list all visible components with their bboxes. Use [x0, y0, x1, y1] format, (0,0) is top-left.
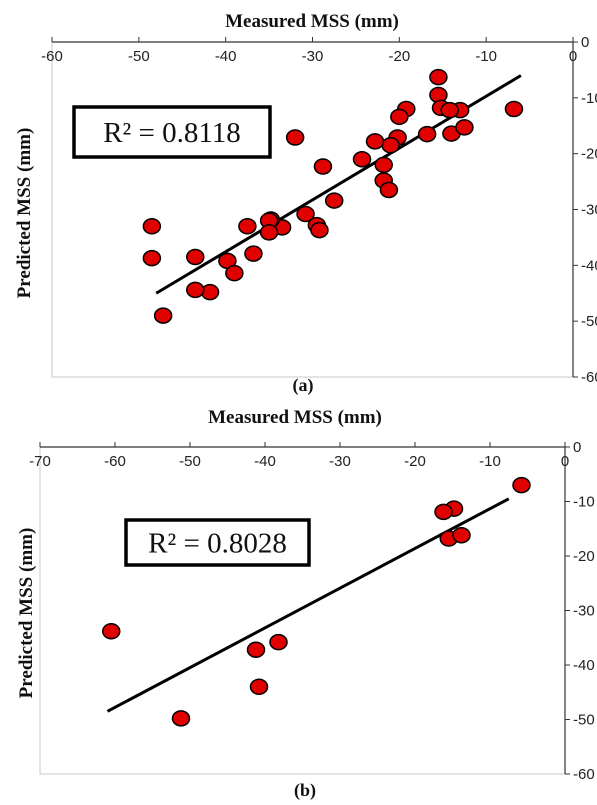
data-point — [238, 218, 257, 235]
y-axis-label: Predicted MSS (mm) — [16, 528, 37, 699]
y-tick-label: -20 — [573, 548, 595, 565]
plot-area — [39, 446, 566, 775]
data-point — [102, 622, 121, 640]
y-tick-label: 0 — [581, 34, 589, 51]
panel-caption: (b) — [294, 780, 316, 801]
x-tick-label: -50 — [179, 453, 201, 470]
data-point — [225, 264, 244, 282]
y-tick-label: -60 — [581, 369, 597, 386]
data-point — [142, 218, 162, 235]
data-point — [324, 192, 344, 209]
data-point — [352, 151, 372, 168]
data-point — [153, 307, 173, 324]
y-tick-label: -30 — [581, 202, 597, 219]
data-point — [296, 205, 315, 223]
x-tick-label: -40 — [254, 453, 276, 470]
y-tick-label: -10 — [573, 494, 595, 511]
x-tick-label: 0 — [569, 48, 577, 65]
y-tick-label: -60 — [573, 766, 595, 783]
x-tick-label: -10 — [479, 453, 501, 470]
y-axis-label: Predicted MSS (mm) — [14, 128, 35, 299]
data-point — [249, 678, 269, 696]
chart-title: Measured MSS (mm) — [225, 11, 399, 32]
x-tick-label: -60 — [104, 453, 126, 470]
data-point — [310, 221, 329, 239]
data-point — [429, 68, 448, 86]
data-point — [186, 248, 205, 266]
data-point — [381, 137, 400, 154]
x-tick-label: -70 — [29, 453, 51, 470]
data-point — [455, 119, 474, 136]
r-squared-box — [124, 518, 311, 567]
y-tick-label: -20 — [581, 146, 597, 163]
data-point — [171, 710, 191, 727]
x-tick-label: 0 — [561, 453, 569, 470]
data-point — [512, 476, 531, 494]
data-point — [440, 101, 459, 119]
y-tick-label: -10 — [581, 90, 597, 107]
y-tick-label: 0 — [573, 439, 581, 456]
chart-title: Measured MSS (mm) — [208, 407, 382, 428]
data-point — [313, 158, 333, 175]
r-squared-label: R² = 0.8028 — [148, 528, 287, 560]
y-tick-label: -50 — [573, 712, 595, 729]
data-point — [434, 503, 453, 521]
panel-caption: (a) — [293, 375, 314, 396]
data-point — [379, 181, 399, 199]
data-point — [285, 129, 305, 146]
r-squared-box — [72, 105, 272, 159]
x-tick-label: -50 — [128, 48, 150, 65]
y-tick-label: -50 — [581, 313, 597, 330]
x-tick-label: -40 — [215, 48, 237, 65]
y-tick-label: -40 — [573, 657, 595, 674]
chart-panel-b: -70 -60 -50 -40 -30 -20 -10 00 -10 -20 -30 -40 -50 -6… — [16, 407, 595, 801]
data-point — [142, 249, 162, 267]
x-tick-label: -10 — [475, 48, 497, 65]
data-point — [259, 224, 279, 241]
data-point — [186, 281, 205, 299]
y-tick-label: -40 — [581, 257, 597, 274]
data-point — [504, 100, 524, 118]
data-point — [374, 156, 393, 174]
chart-panel-a: -60 -50 -40 -30 -20 -10 00 -10 -20 -30 -40 -50 -60 R²… — [14, 11, 597, 396]
x-tick-label: -20 — [404, 453, 426, 470]
x-tick-label: -20 — [388, 48, 410, 65]
data-point — [244, 245, 263, 262]
data-point — [452, 527, 471, 544]
x-tick-label: -60 — [41, 48, 63, 65]
x-tick-label: -30 — [302, 48, 324, 65]
data-point — [390, 108, 409, 126]
data-point — [417, 125, 437, 143]
y-tick-label: -30 — [573, 603, 595, 620]
data-point — [269, 633, 288, 651]
data-point — [365, 133, 385, 150]
data-point — [246, 641, 266, 658]
r-squared-label: R² = 0.8118 — [103, 117, 241, 149]
x-tick-label: -30 — [329, 453, 351, 470]
